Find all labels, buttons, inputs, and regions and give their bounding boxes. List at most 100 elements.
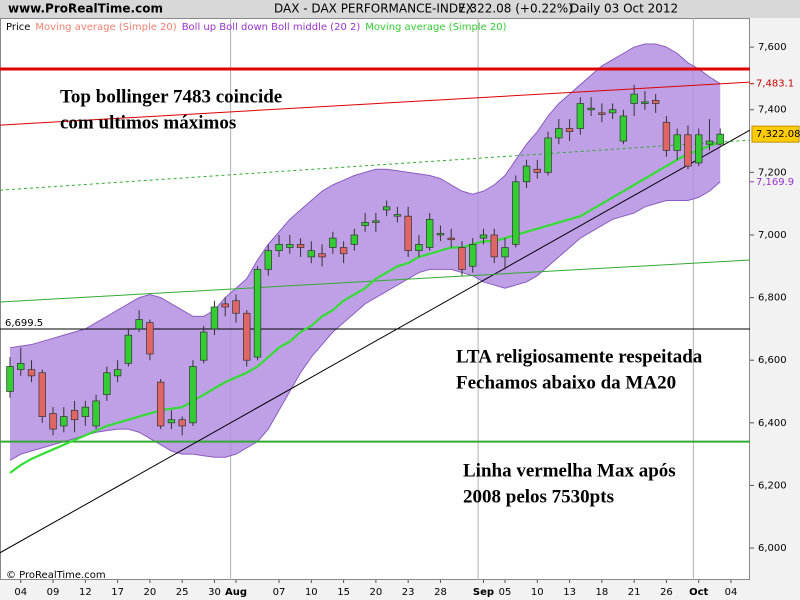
x-tick-label: 15 [337,587,350,598]
candle-body [512,181,520,245]
candle-body [695,134,703,164]
candle-body [135,319,143,330]
candle-body [146,322,154,355]
trend-line [0,129,750,554]
y-tick-label: 6,400 [758,418,787,429]
candle-body [221,303,229,308]
candle-body [501,247,509,258]
annotation: 2008 pelos 7530pts [463,486,614,507]
annotation: LTA religiosamente respeitada [456,346,703,367]
candle-body [49,413,57,430]
candle-body [200,331,208,361]
candle-body [404,215,412,251]
price-marker-box [751,125,800,143]
candle-body [576,103,585,129]
candle-body [296,244,305,248]
candle-body [307,250,315,258]
x-tick-label: 07 [273,587,286,598]
site: www.ProRealTime.com [8,2,163,16]
x-axis-panel [0,580,750,600]
date: 03 Oct 2012 [604,2,678,16]
annotation: com ultimos máximos [60,112,236,133]
x-tick-label: 10 [531,587,544,598]
y-tick-label: 7,200 [758,167,787,178]
candle-body [113,369,122,377]
candle-body [565,128,574,133]
price-marker-label: 7,322.08 [756,129,800,140]
y-tick-label: 7,600 [758,42,787,53]
y-tick-label: 7,000 [758,230,787,241]
candle-body [447,237,455,241]
candle-body [469,244,477,267]
period: Daily [570,2,600,16]
candle-body [318,253,326,258]
candle-body [630,93,638,104]
legend-entry: Moving average (Simple 20) [35,22,176,33]
candle-body [490,234,498,258]
candle-body [458,247,466,270]
trend-line [0,139,750,191]
candle-body [533,168,541,173]
candle-body [598,112,606,115]
bollinger-lower [9,181,721,461]
x-tick-label: 20 [144,587,157,598]
x-tick-label: 26 [660,587,673,598]
x-tick-label: 13 [563,587,576,598]
candle-body [705,140,714,145]
x-tick-label: 30 [208,587,221,598]
candle-body [339,247,348,255]
candle-body [522,165,531,183]
candle-body [167,419,176,424]
y-tick-label: 6,000 [758,543,787,554]
x-tick-label: 10 [305,587,318,598]
candle-body [673,134,681,151]
bollinger-band [10,43,721,461]
candle-body [350,234,359,245]
candle-body [555,128,563,139]
x-tick-label: 17 [111,587,124,598]
candle-body [426,218,434,248]
candle-body [103,372,111,395]
candle-body [27,369,36,377]
x-tick-label: 18 [595,587,608,598]
candle-body [210,306,219,330]
candle-body [92,400,100,427]
plot-marks [0,18,750,580]
candle-body [436,233,445,236]
candle-body [372,220,380,223]
x-tick-label: 05 [499,587,512,598]
y-tick-label: 6,800 [758,293,787,304]
legend-entry: Moving average (Simple 20) [365,22,506,33]
x-tick-label: 20 [370,587,383,598]
candle-body [189,366,197,424]
legend-entry: Price [6,22,30,33]
candle-body [329,237,337,248]
y-tick-label: 7,400 [758,105,787,116]
candle-body [608,109,617,114]
candle-body [38,372,46,417]
x-tick-label: 28 [434,587,447,598]
footer: © ProRealTime.com [6,570,106,581]
x-tick-label: 21 [628,587,641,598]
candle-body [361,222,369,226]
candle-body [662,121,671,151]
x-tick-label: 23 [402,587,415,598]
candle-body [393,214,402,217]
candle-body [264,250,272,270]
x-tick-label: 12 [79,587,92,598]
candle-body [253,269,262,358]
last-price: 7,322.08 (+0.22%) [458,2,573,16]
candle-body [651,99,660,104]
x-tick-label: Aug [225,587,247,598]
price-marker-label: 7,483.1 [756,79,794,90]
candle-body [232,300,240,314]
candle-body [81,406,90,417]
header-bar [0,0,800,18]
annotation: Top bollinger 7483 coincide [60,86,282,107]
candle-body [716,133,724,145]
candle-body [6,366,14,392]
candle-body [415,244,423,251]
x-tick-label: 04 [725,587,738,598]
candle-body [124,334,133,364]
